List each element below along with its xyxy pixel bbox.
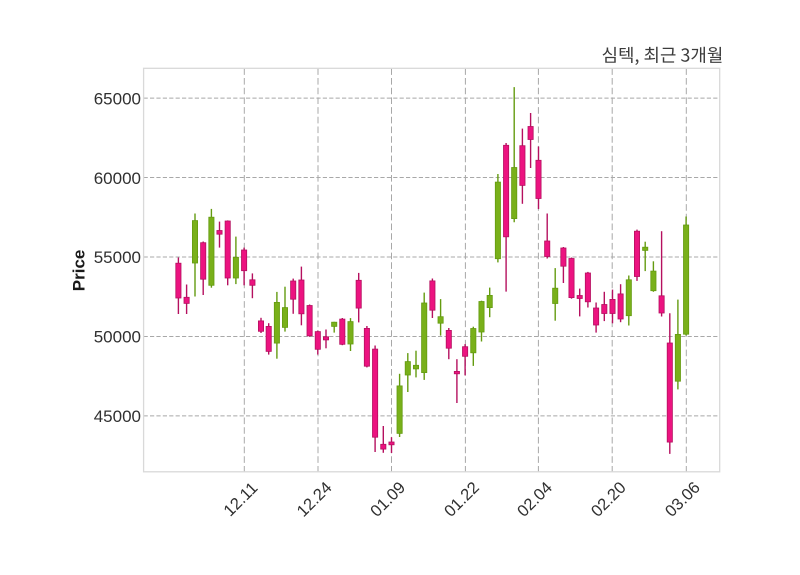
svg-text:65000: 65000 xyxy=(94,89,141,108)
svg-text:45000: 45000 xyxy=(94,407,141,426)
svg-text:50000: 50000 xyxy=(94,328,141,347)
svg-text:60000: 60000 xyxy=(94,169,141,188)
svg-text:Price: Price xyxy=(69,250,88,292)
svg-text:55000: 55000 xyxy=(94,248,141,267)
